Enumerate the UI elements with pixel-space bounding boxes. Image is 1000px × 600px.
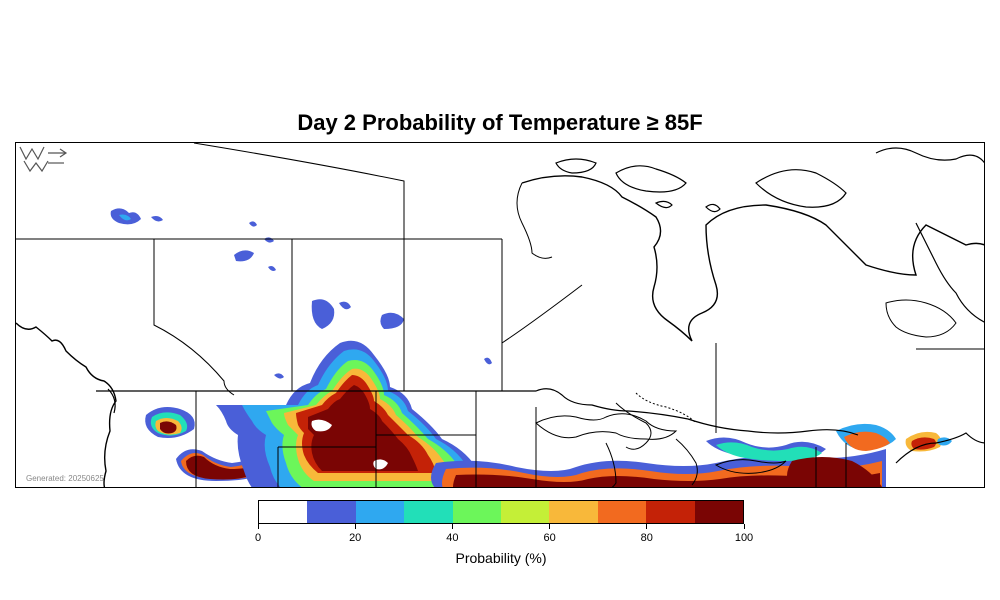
colorbar-segment — [549, 501, 598, 523]
colorbar-tick-label: 80 — [640, 532, 653, 544]
colorbar-tick — [549, 524, 551, 529]
chart-title: Day 2 Probability of Temperature ≥ 85F — [297, 110, 703, 135]
colorbar-ticks: 0 20 40 60 80 100 — [254, 524, 753, 544]
colorbar-segment — [307, 501, 356, 523]
colorbar-tick-label: 0 — [254, 532, 262, 544]
colorbar-segment — [646, 501, 695, 523]
map-svg — [16, 143, 984, 487]
colorbar-tick — [354, 524, 356, 529]
colorbar-segment — [501, 501, 550, 523]
watermark-logo — [19, 146, 68, 173]
colorbar-tick-label: 100 — [734, 532, 754, 544]
colorbar-tick-label: 40 — [446, 532, 459, 544]
generated-timestamp: Generated: 20250625 — [26, 474, 104, 483]
map-boundaries — [16, 143, 984, 487]
colorbar-tick — [451, 524, 453, 529]
colorbar-tick-label: 60 — [543, 532, 556, 544]
colorbar-segment — [259, 501, 308, 523]
map-panel: Generated: 20250625 — [15, 142, 985, 488]
colorbar-segment — [452, 501, 502, 523]
colorbar-label: Probability (%) — [455, 550, 547, 566]
colorbar-tick — [646, 524, 648, 529]
colorbar-segment — [355, 501, 405, 523]
colorbar-tick — [257, 524, 259, 529]
colorbar-segment — [694, 501, 744, 523]
probability-shading — [110, 208, 952, 487]
colorbar-segment — [404, 501, 453, 523]
colorbar-tick-label: 20 — [349, 532, 362, 544]
colorbar — [258, 500, 744, 524]
colorbar-segment — [597, 501, 647, 523]
colorbar-tick — [743, 524, 745, 529]
